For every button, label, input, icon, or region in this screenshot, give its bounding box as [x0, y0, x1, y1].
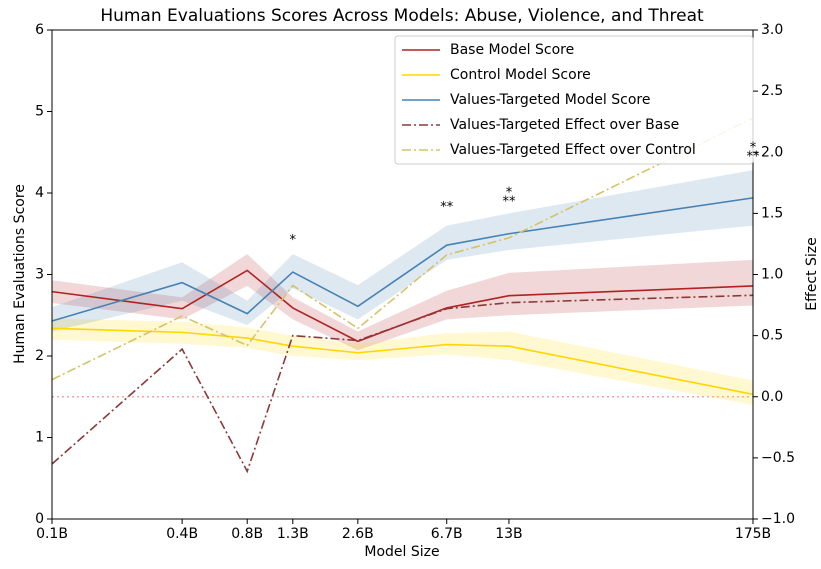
x-tick-label: 13B: [495, 526, 522, 542]
confidence-band: [52, 318, 753, 405]
series-line: [51, 327, 754, 396]
y-tick-label: 2: [35, 348, 44, 364]
significance-marker: **: [747, 150, 761, 165]
series-line: [51, 117, 754, 381]
y2-tick-label: 2.5: [761, 83, 783, 99]
legend: Base Model Score Control Model Score Value…: [394, 35, 754, 165]
y-tick-label: 3: [35, 267, 44, 283]
y2-tick-label: 0.5: [761, 328, 783, 344]
x-tick-label: 2.6B: [342, 526, 374, 542]
x-tick-label: 0.1B: [36, 526, 68, 542]
y-tick-label: 5: [35, 104, 44, 120]
y2-tick-label: 3.0: [761, 22, 783, 38]
x-tick-label: 6.7B: [431, 526, 463, 542]
x-tick-label: 175B: [735, 526, 771, 542]
x-tick-label: 1.3B: [277, 526, 309, 542]
significance-marker: **: [440, 200, 454, 215]
significance-marker: *: [290, 233, 297, 248]
series-line: [51, 197, 754, 322]
legend-label: Values-Targeted Model Score: [450, 92, 650, 108]
y-tick-label: 0: [35, 511, 44, 527]
legend-label: Values-Targeted Effect over Base: [450, 117, 679, 133]
confidence-band: [52, 170, 753, 332]
legend-box: [394, 35, 754, 165]
y-tick-label: 6: [35, 22, 44, 38]
y2-axis-label: Effect Size: [804, 237, 820, 310]
series-line: [51, 294, 754, 474]
y-tick-label: 4: [35, 185, 44, 201]
y2-tick-label: −0.5: [761, 450, 795, 466]
legend-label: Control Model Score: [450, 67, 591, 83]
y2-tick-label: 0.0: [761, 389, 783, 405]
confidence-band: [52, 254, 753, 351]
legend-label: Base Model Score: [450, 42, 574, 58]
y-axis-label: Human Evaluations Score: [12, 184, 28, 364]
x-axis-label: Model Size: [364, 544, 439, 560]
y-tick-label: 1: [35, 430, 44, 446]
y2-tick-label: 1.5: [761, 205, 783, 221]
x-tick-label: 0.4B: [166, 526, 198, 542]
significance-marker: *: [506, 186, 513, 201]
y2-tick-label: 1.0: [761, 267, 783, 283]
y2-tick-label: −1.0: [761, 511, 795, 527]
significance-marker: *: [750, 141, 757, 156]
chart-title: Human Evaluations Scores Across Models: …: [100, 6, 704, 26]
significance-marker: **: [502, 194, 516, 209]
legend-label: Values-Targeted Effect over Control: [450, 142, 696, 158]
y2-tick-label: 2.0: [761, 144, 783, 160]
series-line: [51, 269, 754, 343]
plot-area: [51, 117, 754, 474]
x-tick-label: 0.8B: [231, 526, 263, 542]
